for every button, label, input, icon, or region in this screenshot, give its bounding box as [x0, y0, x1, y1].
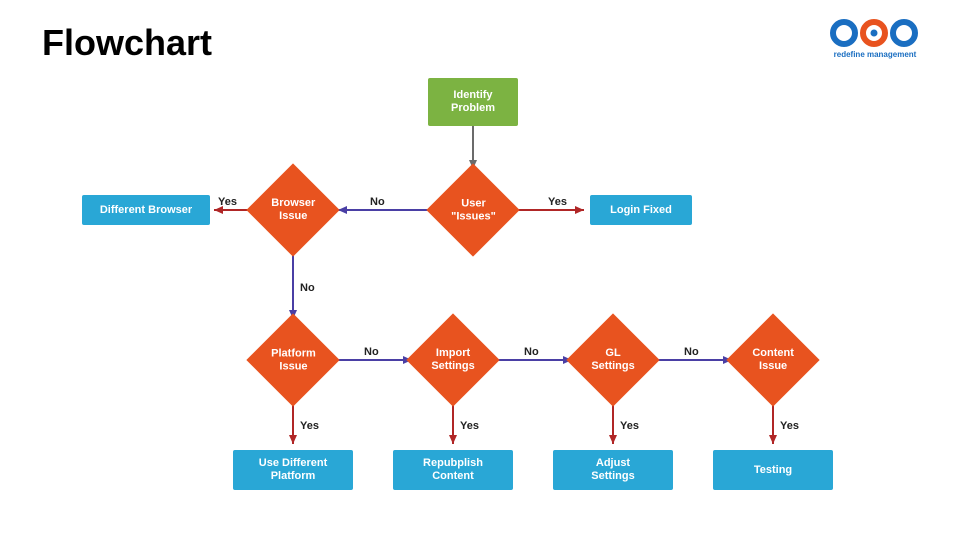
edge-label-e7: No — [524, 346, 539, 358]
edge-label-e11: Yes — [620, 420, 639, 432]
edge-label-e4: Yes — [218, 196, 237, 208]
node-label: ContentIssue — [752, 347, 794, 372]
edge-label-e8: No — [684, 346, 699, 358]
node-testing: Testing — [713, 450, 833, 490]
node-identify: IdentifyProblem — [428, 78, 518, 126]
edge-label-e6: No — [364, 346, 379, 358]
node-login: Login Fixed — [590, 195, 692, 225]
edge-label-e9: Yes — [300, 420, 319, 432]
node-label: GLSettings — [591, 347, 634, 372]
node-label: User"Issues" — [451, 197, 496, 222]
node-usediff: Use DifferentPlatform — [233, 450, 353, 490]
edge-label-e10: Yes — [460, 420, 479, 432]
node-label: ImportSettings — [431, 347, 474, 372]
node-repub: RepubplishContent — [393, 450, 513, 490]
edge-label-e5: No — [300, 282, 315, 294]
edge-label-e12: Yes — [780, 420, 799, 432]
edge-label-e3: No — [370, 196, 385, 208]
node-diffbrowser: Different Browser — [82, 195, 210, 225]
node-adjust: AdjustSettings — [553, 450, 673, 490]
node-label: BrowserIssue — [271, 197, 315, 222]
node-label: PlatformIssue — [271, 347, 316, 372]
edge-label-e2: Yes — [548, 196, 567, 208]
